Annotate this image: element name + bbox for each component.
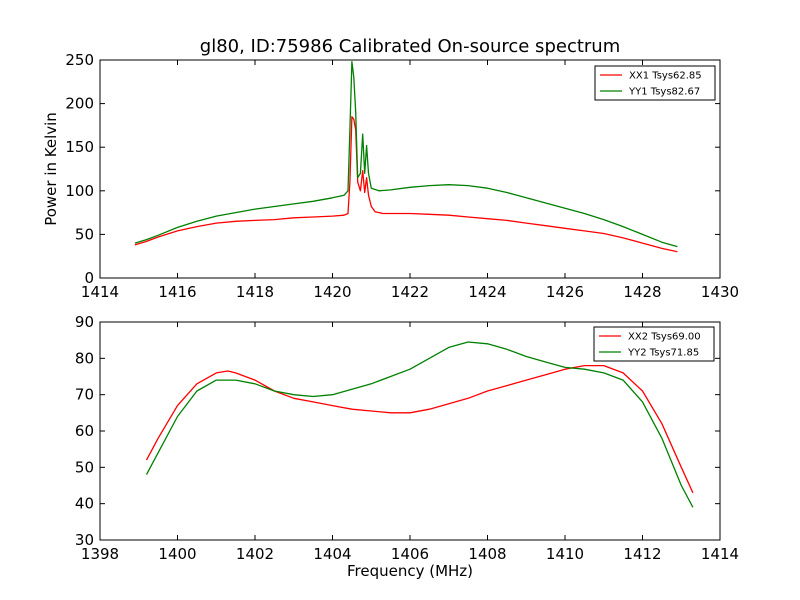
top-y-tick-label: 200 bbox=[65, 95, 94, 113]
bottom-y-tick-label: 90 bbox=[75, 313, 94, 331]
top-x-tick-label: 1420 bbox=[313, 283, 351, 301]
bottom-x-tick-label: 1398 bbox=[81, 545, 119, 563]
bottom-x-tick-label: 1414 bbox=[701, 545, 739, 563]
bottom-x-tick-label: 1408 bbox=[468, 545, 506, 563]
top-legend-label-yy1: YY1 Tsys82.67 bbox=[628, 87, 700, 98]
top-x-tick-label: 1422 bbox=[391, 283, 429, 301]
bottom-x-tick-label: 1410 bbox=[546, 545, 584, 563]
top-x-tick-label: 1426 bbox=[546, 283, 584, 301]
top-series-line-yy bbox=[134, 61, 678, 248]
top-panel: 1414 1416 1418 1420 1422 1424 1426 1428 1430 0 50 1… bbox=[42, 51, 739, 301]
bottom-x-tick-label: 1400 bbox=[158, 545, 196, 563]
top-legend: XX1 Tsys62.85 YY1 Tsys82.67 bbox=[594, 65, 716, 101]
bottom-series-line-yy bbox=[145, 341, 694, 508]
top-legend-box bbox=[594, 65, 716, 101]
bottom-y-tick-label: 40 bbox=[75, 495, 94, 513]
top-y-tick-label: 150 bbox=[65, 138, 94, 156]
bottom-panel: 1398 1400 1402 1404 1406 1408 1410 1412 1414 30 40… bbox=[75, 313, 739, 580]
top-y-tick-label: 50 bbox=[75, 225, 94, 243]
bottom-y-tick-label: 60 bbox=[75, 422, 94, 440]
bottom-legend: XX2 Tsys69.00 YY2 Tsys71.85 bbox=[593, 326, 715, 362]
top-legend-label-xx1: XX1 Tsys62.85 bbox=[629, 71, 702, 82]
bottom-y-tick-label: 70 bbox=[75, 386, 94, 404]
bottom-x-tick-label: 1406 bbox=[391, 545, 429, 563]
figure-title: gl80, ID:75986 Calibrated On-source spec… bbox=[200, 36, 620, 57]
top-y-tick-label: 250 bbox=[65, 51, 94, 69]
top-x-tick-label: 1418 bbox=[236, 283, 274, 301]
bottom-legend-box bbox=[593, 326, 715, 362]
bottom-series-line-xx bbox=[145, 364, 694, 494]
bottom-x-tick-label: 1402 bbox=[236, 545, 274, 563]
bottom-y-tick-label: 80 bbox=[75, 349, 94, 367]
top-series-line-xx bbox=[134, 116, 678, 253]
top-y-axis-label: Power in Kelvin bbox=[42, 112, 60, 226]
bottom-series bbox=[145, 341, 694, 508]
top-axis-ticks: 1414 1416 1418 1420 1422 1424 1426 1428 1430 0 50 1… bbox=[65, 51, 739, 301]
bottom-y-tick-label: 50 bbox=[75, 458, 94, 476]
top-x-tick-label: 1428 bbox=[623, 283, 661, 301]
bottom-x-tick-label: 1404 bbox=[313, 545, 351, 563]
top-x-tick-label: 1416 bbox=[158, 283, 196, 301]
bottom-x-tick-label: 1412 bbox=[623, 545, 661, 563]
top-series bbox=[134, 61, 678, 253]
top-x-tick-label: 1414 bbox=[81, 283, 119, 301]
top-x-tick-label: 1424 bbox=[468, 283, 506, 301]
top-y-tick-label: 0 bbox=[84, 269, 94, 287]
bottom-x-axis-label: Frequency (MHz) bbox=[347, 562, 473, 580]
top-y-tick-label: 100 bbox=[65, 182, 94, 200]
bottom-legend-label-yy2: YY2 Tsys71.85 bbox=[627, 348, 699, 359]
top-x-tick-label: 1430 bbox=[701, 283, 739, 301]
bottom-axis-ticks: 1398 1400 1402 1404 1406 1408 1410 1412 1414 30 40… bbox=[75, 313, 739, 563]
bottom-legend-label-xx2: XX2 Tsys69.00 bbox=[628, 332, 701, 343]
bottom-y-tick-label: 30 bbox=[75, 531, 94, 549]
